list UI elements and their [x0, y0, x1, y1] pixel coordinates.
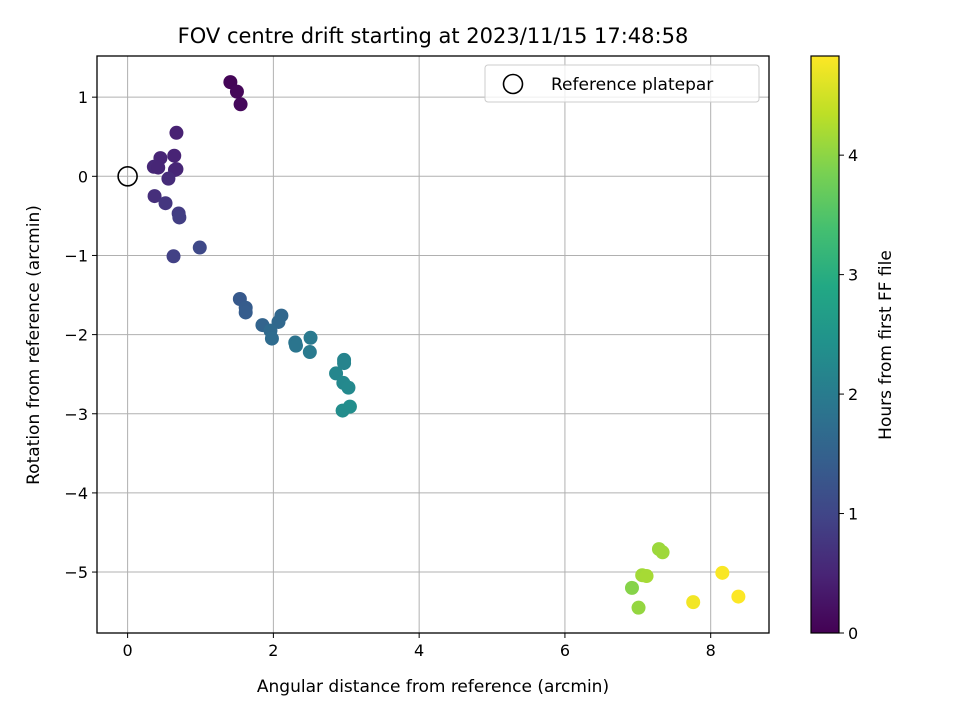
- colorbar-tick-label: 0: [848, 624, 858, 643]
- data-point: [329, 366, 344, 381]
- colorbar-ticks: 0 1 2 3 4: [839, 146, 858, 643]
- y-axis-label: Rotation from reference (arcmin): [24, 205, 44, 485]
- colorbar-tick-label: 2: [848, 385, 858, 404]
- y-tick-label: 1: [78, 88, 88, 107]
- x-tick-label: 6: [560, 641, 570, 660]
- data-point: [686, 595, 701, 610]
- x-tick-label: 8: [706, 641, 716, 660]
- y-axis-ticks: 1 0 −1 −2 −3 −4 −5: [64, 88, 97, 582]
- colorbar-tick-label: 1: [848, 505, 858, 524]
- chart-title: FOV centre drift starting at 2023/11/15 …: [178, 24, 689, 48]
- legend-box: [484, 64, 760, 103]
- colorbar-gradient: [811, 56, 839, 633]
- colorbar: 0 1 2 3 4 Hours from first FF file: [810, 55, 896, 643]
- y-tick-label: −3: [64, 405, 88, 424]
- plot-frame: [96, 55, 770, 634]
- colorbar-frame: [810, 55, 840, 634]
- data-point: [639, 569, 654, 584]
- data-point: [151, 160, 166, 175]
- data-point: [631, 600, 646, 615]
- x-axis-label: Angular distance from reference (arcmin): [257, 677, 609, 697]
- reference-platepar-marker: [117, 166, 138, 187]
- y-tick-label: −5: [64, 563, 88, 582]
- legend-label: Reference platepar: [551, 75, 713, 95]
- data-point: [715, 565, 730, 580]
- colorbar-label: Hours from first FF file: [876, 250, 896, 440]
- x-tick-label: 0: [123, 641, 133, 660]
- data-point: [264, 331, 279, 346]
- data-points: [146, 75, 746, 615]
- data-point: [158, 196, 173, 211]
- data-point: [229, 84, 244, 99]
- y-tick-label: −1: [64, 246, 88, 265]
- colorbar-tick-label: 4: [848, 146, 858, 165]
- grid-lines: [97, 56, 769, 633]
- data-point: [341, 380, 356, 395]
- data-point: [192, 240, 207, 255]
- legend-open-circle-icon: [502, 73, 524, 95]
- legend: Reference platepar: [484, 64, 760, 103]
- data-point: [303, 330, 318, 345]
- data-point: [166, 249, 181, 264]
- data-point: [233, 97, 248, 112]
- y-tick-label: −4: [64, 484, 88, 503]
- data-point: [169, 162, 184, 177]
- data-point: [238, 305, 253, 320]
- x-axis-ticks: 0 2 4 6 8: [123, 633, 716, 660]
- data-point: [172, 210, 187, 225]
- colorbar-tick-label: 3: [848, 266, 858, 285]
- data-point: [288, 338, 303, 353]
- data-point: [302, 345, 317, 360]
- data-point: [335, 403, 350, 418]
- data-point: [337, 356, 352, 371]
- y-tick-label: −2: [64, 326, 88, 345]
- data-point: [655, 545, 670, 560]
- data-point: [167, 148, 182, 163]
- x-tick-label: 2: [268, 641, 278, 660]
- data-point: [169, 125, 184, 140]
- data-point: [147, 189, 162, 204]
- data-point: [624, 580, 639, 595]
- data-point: [161, 171, 176, 186]
- data-point: [731, 589, 746, 604]
- y-tick-label: 0: [78, 167, 88, 186]
- x-tick-label: 4: [414, 641, 424, 660]
